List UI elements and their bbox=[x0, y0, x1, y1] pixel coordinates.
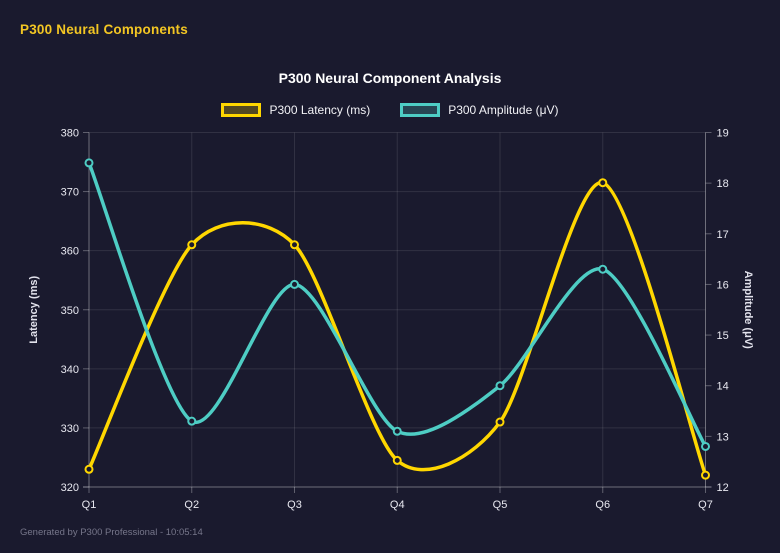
right-tick-label: 14 bbox=[717, 381, 729, 393]
chart-title: P300 Neural Component Analysis bbox=[278, 70, 502, 86]
data-point-1[interactable] bbox=[84, 158, 94, 168]
legend-item-amplitude[interactable]: P300 Amplitude (μV) bbox=[400, 103, 559, 117]
page-title: P300 Neural Components bbox=[20, 22, 188, 37]
left-tick-label: 380 bbox=[61, 128, 79, 140]
data-point-0[interactable] bbox=[187, 240, 197, 250]
x-tick-label: Q7 bbox=[698, 499, 713, 511]
data-point-1[interactable] bbox=[290, 279, 299, 289]
left-tick-label: 360 bbox=[61, 246, 79, 258]
footer-status: Generated by P300 Professional - 10:05:1… bbox=[20, 527, 203, 538]
left-tick-label: 320 bbox=[61, 482, 79, 494]
legend-label-amplitude: P300 Amplitude (μV) bbox=[448, 103, 559, 117]
data-point-0[interactable] bbox=[290, 240, 299, 250]
data-point-1[interactable] bbox=[392, 426, 402, 436]
data-point-0[interactable] bbox=[392, 455, 402, 465]
legend-label-latency: P300 Latency (ms) bbox=[269, 103, 371, 117]
data-point-0[interactable] bbox=[701, 470, 710, 480]
left-tick-label: 350 bbox=[61, 305, 79, 317]
left-tick-label: 370 bbox=[61, 187, 79, 199]
right-tick-label: 15 bbox=[717, 330, 729, 342]
data-point-1[interactable] bbox=[495, 381, 505, 391]
x-tick-label: Q1 bbox=[82, 499, 97, 511]
data-point-1[interactable] bbox=[187, 416, 197, 426]
right-tick-label: 16 bbox=[717, 279, 729, 291]
right-tick-label: 12 bbox=[717, 482, 729, 494]
left-tick-label: 330 bbox=[61, 423, 79, 435]
right-tick-label: 17 bbox=[717, 229, 729, 241]
x-tick-label: Q3 bbox=[287, 499, 302, 511]
data-point-1[interactable] bbox=[701, 441, 710, 451]
right-axis-title: Amplitude (μV) bbox=[742, 271, 754, 350]
data-point-0[interactable] bbox=[84, 464, 94, 474]
left-tick-label: 340 bbox=[61, 364, 79, 376]
data-point-1[interactable] bbox=[598, 264, 608, 274]
right-tick-label: 19 bbox=[717, 128, 729, 140]
data-point-0[interactable] bbox=[495, 417, 505, 427]
chart-legend: P300 Latency (ms) P300 Amplitude (μV) bbox=[0, 103, 780, 117]
x-tick-label: Q6 bbox=[595, 499, 610, 511]
legend-swatch-latency bbox=[221, 103, 262, 117]
data-point-0[interactable] bbox=[598, 178, 608, 188]
right-tick-label: 18 bbox=[717, 178, 729, 190]
right-tick-label: 13 bbox=[717, 431, 729, 443]
legend-item-latency[interactable]: P300 Latency (ms) bbox=[221, 103, 370, 117]
left-axis-title: Latency (ms) bbox=[28, 275, 40, 343]
x-tick-label: Q5 bbox=[493, 499, 508, 511]
x-tick-label: Q2 bbox=[184, 499, 199, 511]
x-tick-label: Q4 bbox=[390, 499, 405, 511]
legend-swatch-amplitude bbox=[400, 103, 441, 117]
